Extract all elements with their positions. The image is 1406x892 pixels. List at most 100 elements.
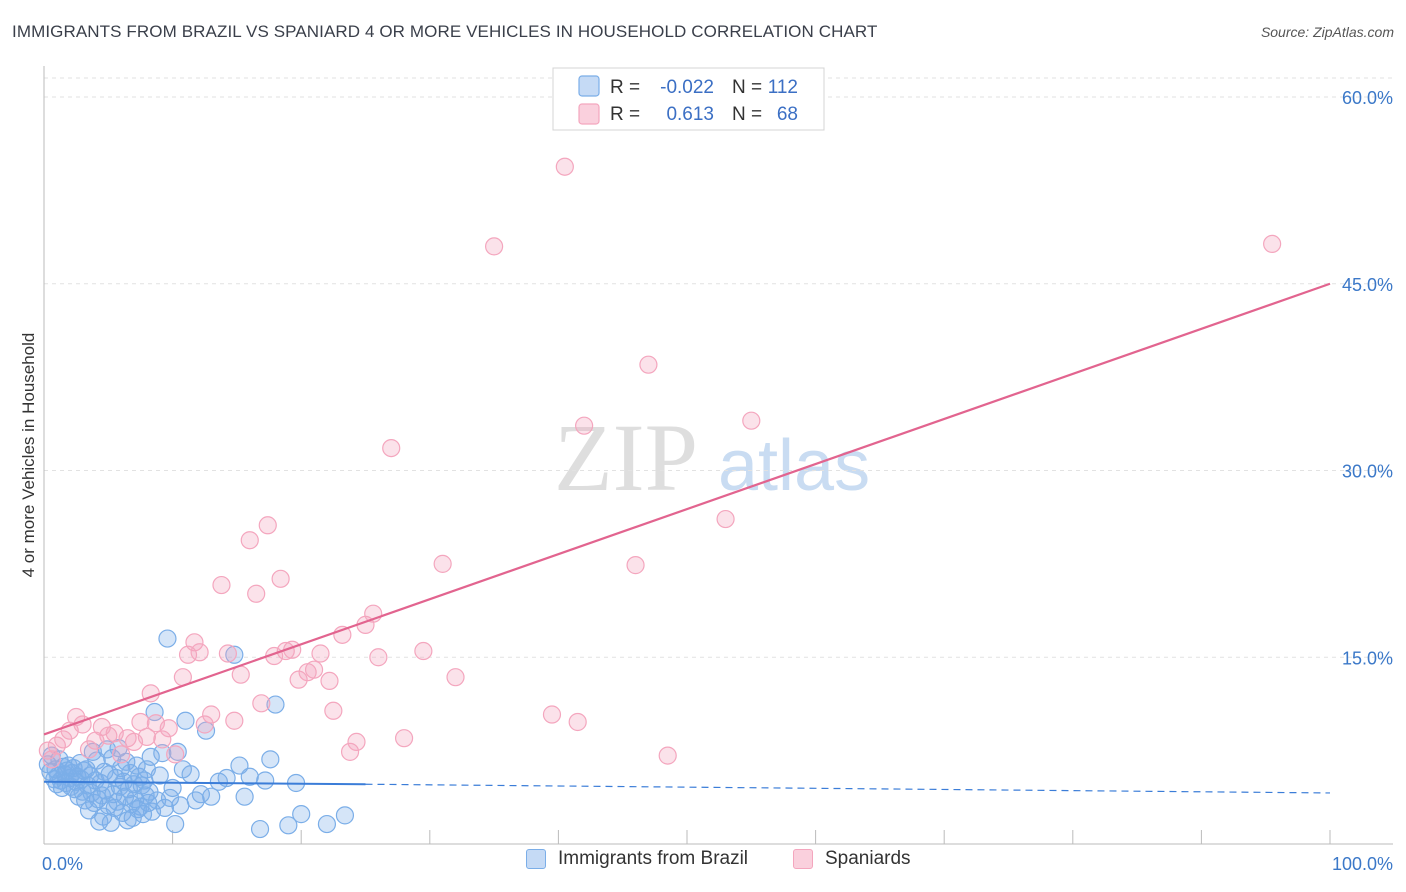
spaniards-point-52	[382, 438, 401, 458]
spaniards-point-1	[42, 750, 61, 769]
brazil-point-108	[279, 816, 298, 835]
trend-line-spaniards	[43, 282, 1331, 736]
spaniards-point-12	[112, 745, 131, 764]
spaniards-point-54	[414, 641, 433, 661]
spaniards-point-55	[433, 554, 452, 573]
spaniards-point-32	[240, 531, 259, 550]
spaniards-point-47	[340, 742, 360, 761]
y-tick-label-0: 15.0%	[1342, 648, 1393, 668]
spaniards-point-19	[153, 730, 172, 749]
brazil-point-92	[176, 711, 195, 730]
brazil-point-93	[181, 765, 200, 784]
brazil-point-104	[250, 819, 270, 839]
brazil-point-111	[317, 814, 337, 834]
spaniards-point-58	[542, 705, 562, 724]
spaniards-point-35	[258, 516, 277, 535]
legend-swatch-spaniards-bottom	[793, 849, 813, 869]
legend-label-brazil: Immigrants from Brazil	[558, 848, 749, 869]
legend-r-value-brazil: -0.022	[660, 77, 714, 98]
spaniards-point-16	[137, 727, 156, 747]
legend-swatch-spaniards	[578, 103, 600, 125]
y-axis-label: 4 or more Vehicles in Household	[19, 333, 38, 578]
series-brazil-points	[38, 629, 355, 839]
legend-r-label-brazil: R =	[610, 77, 640, 98]
brazil-point-110	[292, 805, 311, 824]
brazil-point-112	[335, 806, 355, 825]
spaniards-point-28	[212, 575, 231, 595]
stats-legend: R = -0.022 N = 112 R = 0.613 N = 68	[552, 67, 825, 131]
spaniards-point-42	[304, 660, 324, 679]
legend-label-spaniards: Spaniards	[825, 848, 911, 869]
spaniards-point-57	[485, 237, 504, 256]
brazil-point-89	[168, 742, 187, 761]
spaniards-point-62	[626, 556, 645, 575]
spaniards-point-25	[190, 643, 209, 662]
y-tick-label-1: 30.0%	[1342, 462, 1393, 482]
axes	[43, 66, 1393, 845]
brazil-point-90	[171, 796, 190, 815]
legend-swatch-brazil-bottom	[526, 849, 546, 869]
spaniards-point-29	[218, 644, 237, 663]
spaniards-point-37	[271, 569, 290, 588]
spaniards-point-53	[394, 729, 414, 748]
legend-r-value-spaniards: 0.613	[666, 104, 714, 125]
brazil-point-103	[240, 767, 259, 786]
brazil-point-96	[196, 721, 216, 740]
brazil-point-48	[103, 748, 122, 768]
spaniards-point-43	[311, 644, 330, 663]
spaniards-point-56	[446, 668, 465, 687]
grid	[44, 77, 1393, 658]
brazil-point-105	[256, 771, 275, 790]
brazil-point-83	[153, 744, 172, 763]
brazil-point-107	[266, 695, 285, 714]
spaniards-point-63	[639, 355, 658, 374]
spaniards-point-20	[159, 719, 178, 738]
brazil-point-102	[235, 787, 254, 806]
x-tick-label-1: 100.0%	[1332, 854, 1393, 874]
brazil-point-84	[155, 798, 174, 817]
legend-r-label-spaniards: R =	[610, 104, 640, 125]
source-label: Source: ZipAtlas.com	[1260, 24, 1394, 40]
spaniards-point-65	[716, 509, 735, 529]
spaniards-point-60	[568, 712, 587, 732]
legend-item-spaniards: Spaniards	[793, 848, 911, 870]
brazil-point-78	[141, 747, 160, 766]
brazil-point-82	[150, 766, 169, 785]
brazil-point-67	[127, 756, 146, 775]
series-legend: Immigrants from Brazil Spaniards	[0, 848, 1406, 880]
y-tick-label-2: 45.0%	[1342, 275, 1393, 295]
spaniards-point-26	[195, 715, 214, 734]
spaniards-point-21	[166, 745, 185, 764]
spaniards-point-59	[555, 157, 574, 176]
legend-n-value-spaniards: 68	[777, 104, 798, 125]
spaniards-point-30	[225, 711, 244, 730]
brazil-point-88	[166, 814, 185, 834]
watermark-atlas: atlas	[718, 426, 870, 506]
brazil-point-97	[202, 787, 221, 806]
spaniards-point-66	[742, 411, 761, 430]
spaniards-point-48	[347, 732, 366, 752]
x-ticks	[43, 830, 1331, 844]
spaniards-point-24	[185, 633, 204, 652]
brazil-point-85	[158, 629, 177, 648]
chart-title: IMMIGRANTS FROM BRAZIL VS SPANIARD 4 OR …	[12, 22, 878, 41]
brazil-point-68	[128, 800, 147, 819]
spaniards-point-34	[252, 694, 271, 713]
trend-line-brazil	[43, 780, 366, 786]
legend-item-brazil: Immigrants from Brazil	[526, 848, 748, 870]
x-tick-labels: 0.0% 100.0%	[42, 854, 1393, 874]
spaniards-point-27	[202, 705, 221, 724]
spaniards-point-44	[320, 671, 339, 691]
spaniards-point-51	[369, 648, 388, 667]
series-spaniards-points	[38, 157, 1282, 769]
brazil-point-106	[261, 750, 280, 769]
spaniards-point-67	[1263, 234, 1282, 254]
spaniards-point-45	[324, 701, 343, 720]
y-tick-label-3: 60.0%	[1342, 88, 1393, 108]
legend-n-label-brazil: N =	[732, 77, 762, 98]
y-tick-labels: 15.0% 30.0% 45.0% 60.0%	[1342, 88, 1393, 668]
x-tick-label-0: 0.0%	[42, 854, 83, 874]
legend-n-value-brazil: 112	[768, 77, 798, 98]
watermark-zip: ZIP	[554, 404, 698, 511]
